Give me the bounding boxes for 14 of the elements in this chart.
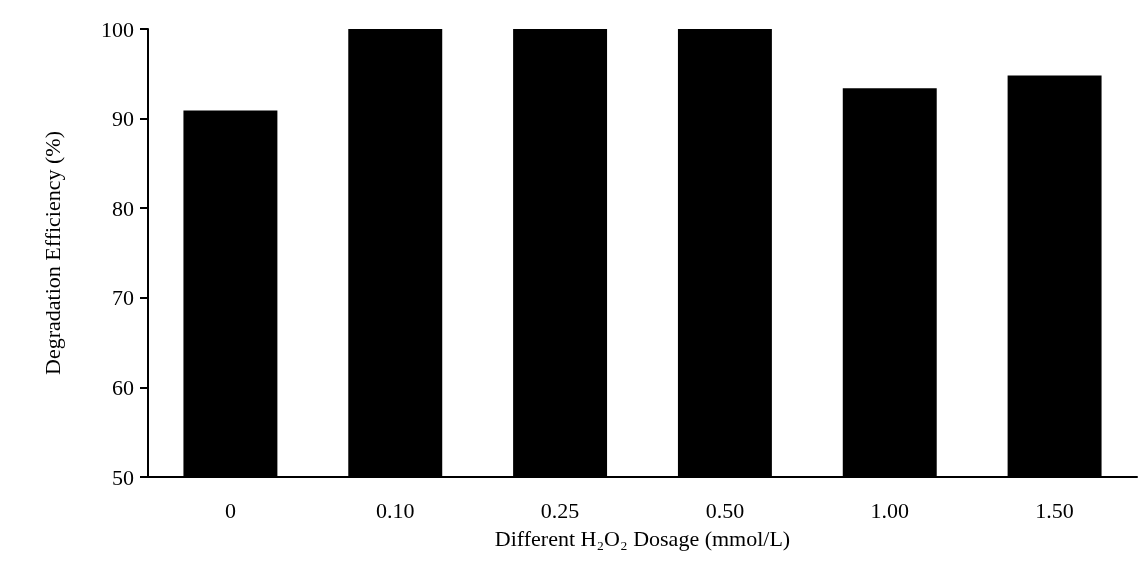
y-tick-label: 80 [112, 195, 134, 221]
x-tick-label: 1.50 [1035, 497, 1074, 523]
y-tick-label: 50 [112, 464, 134, 490]
y-tick-label: 90 [112, 106, 134, 132]
x-axis-title: Different H₂O₂ Dosage (mmol/L) [494, 525, 791, 551]
y-tick-label: 100 [101, 16, 134, 42]
x-tick-label: 1.00 [870, 497, 909, 523]
y-axis-title: Degradation Efficiency (%) [39, 131, 65, 375]
x-tick-label: 0.50 [705, 497, 745, 523]
x-tick-label: 0.10 [376, 497, 415, 523]
x-tick-label: 0 [224, 497, 236, 523]
y-tick-label: 70 [112, 285, 134, 311]
x-tick-label: 0.25 [540, 497, 580, 523]
y-tick-label: 60 [112, 374, 134, 400]
